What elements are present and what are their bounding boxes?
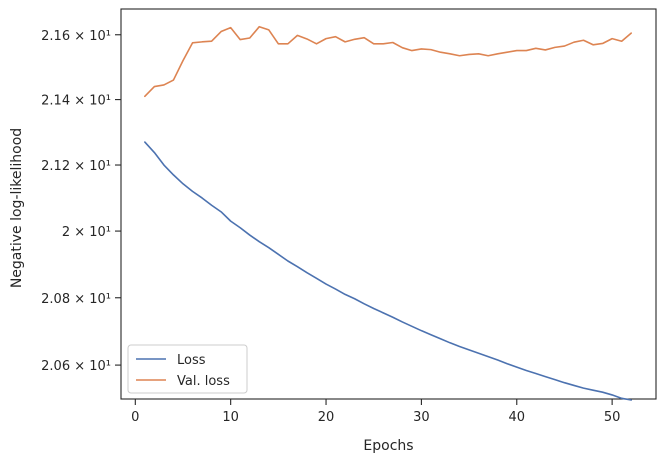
- series-line-loss: [144, 141, 633, 401]
- y-axis-ticks: 2.06 × 10¹ 2.08 × 10¹ 2 × 10¹ 2.12 × 10¹ 2.1…: [41, 29, 121, 374]
- x-axis-label: Epochs: [363, 438, 413, 454]
- x-tick-label: 20: [318, 410, 335, 425]
- series-line-val-loss: [144, 25, 633, 98]
- legend-label-loss: Loss: [177, 353, 206, 368]
- y-axis-label: Negative log-likelihood: [9, 128, 25, 288]
- x-tick-label: 50: [604, 410, 621, 425]
- y-tick-label: 2.08 × 10¹: [41, 292, 111, 307]
- y-tick-label: 2.12 × 10¹: [41, 159, 111, 174]
- series-layer: [144, 25, 633, 401]
- x-tick-label: 30: [413, 410, 430, 425]
- y-tick-label: 2 × 10¹: [62, 225, 111, 240]
- legend: Loss Val. loss: [127, 344, 248, 394]
- x-tick-label: 0: [131, 410, 139, 425]
- x-tick-label: 10: [222, 410, 239, 425]
- legend-box: [127, 344, 248, 394]
- y-tick-label: 2.14 × 10¹: [41, 94, 111, 109]
- y-tick-label: 2.16 × 10¹: [41, 29, 111, 44]
- y-tick-label: 2.06 × 10¹: [41, 359, 111, 374]
- x-tick-label: 40: [508, 410, 525, 425]
- x-axis-ticks: 0 10 20 30 40 50: [131, 399, 620, 425]
- plot-area: [120, 8, 657, 400]
- legend-label-val-loss: Val. loss: [177, 374, 230, 389]
